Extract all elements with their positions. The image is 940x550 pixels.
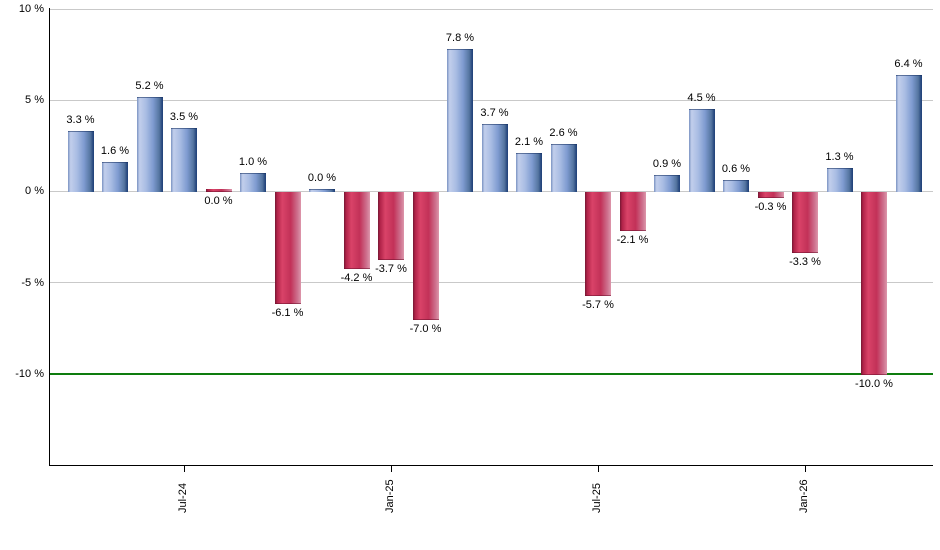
y-axis-line: [49, 8, 50, 465]
x-axis-tick-label: Jan-25: [384, 479, 396, 513]
bar[interactable]: [826, 167, 853, 193]
bar-value-label: 0.9 %: [652, 157, 682, 170]
bar-value-label: 1.3 %: [825, 150, 854, 163]
x-axis-tick: [805, 466, 806, 472]
bar-value-label: 0.0 %: [204, 195, 233, 208]
bar[interactable]: [688, 109, 715, 193]
y-gridline: [49, 282, 933, 284]
bar[interactable]: [343, 192, 370, 269]
y-gridline: [49, 8, 933, 10]
bar-value-label: -7.0 %: [409, 323, 442, 336]
bar[interactable]: [792, 192, 818, 253]
bar-value-label: -2.1 %: [616, 233, 649, 246]
bar-value-label: -3.3 %: [789, 255, 821, 268]
bar-value-label: -0.3 %: [754, 200, 787, 213]
bar[interactable]: [102, 162, 128, 193]
bar-value-label: 0.6 %: [721, 163, 751, 176]
bar[interactable]: [447, 49, 473, 193]
bar[interactable]: [585, 192, 611, 297]
bar[interactable]: [274, 192, 301, 304]
bar-value-label: 7.8 %: [445, 32, 475, 45]
bar[interactable]: [619, 192, 646, 231]
bar-value-label: 0.0 %: [307, 172, 337, 185]
bar-value-label: 2.1 %: [514, 136, 544, 149]
bar-value-label: -10.0 %: [855, 377, 893, 390]
bar[interactable]: [757, 192, 784, 198]
y-axis-tick-label: 10 %: [18, 3, 44, 15]
x-axis-tick-label: Jul-25: [591, 483, 603, 513]
bar[interactable]: [309, 189, 335, 193]
x-axis-tick: [184, 466, 185, 472]
y-gridline: [49, 99, 933, 101]
x-axis-tick: [598, 466, 599, 472]
bar[interactable]: [205, 189, 232, 193]
y-axis-tick-label: -10 %: [15, 367, 44, 380]
bar-value-label: -5.7 %: [582, 299, 614, 312]
bar[interactable]: [378, 192, 404, 260]
bar-value-label: 2.6 %: [549, 126, 578, 139]
y-axis-tick-label: -5 %: [21, 276, 44, 289]
x-axis-tick: [391, 466, 392, 472]
bar[interactable]: [136, 96, 163, 193]
bar-value-label: 4.5 %: [687, 92, 716, 105]
bar[interactable]: [516, 153, 542, 193]
bar-value-label: -4.2 %: [340, 272, 373, 284]
bar-value-label: 3.7 %: [480, 106, 509, 119]
y-axis-tick-label: 0 %: [25, 185, 44, 198]
bar-value-label: 3.5 %: [169, 110, 199, 123]
x-axis-line: [49, 465, 933, 466]
bar-value-label: 5.2 %: [135, 79, 164, 92]
bar[interactable]: [412, 192, 439, 321]
bar[interactable]: [67, 131, 94, 193]
x-axis-tick-label: Jul-24: [177, 483, 189, 513]
bar[interactable]: [723, 180, 749, 193]
bar-value-label: 1.0 %: [238, 156, 268, 169]
bar-value-label: 1.6 %: [100, 145, 130, 158]
bar[interactable]: [171, 127, 197, 193]
bar-value-label: -3.7 %: [375, 262, 407, 275]
bar[interactable]: [895, 74, 922, 193]
bar[interactable]: [861, 192, 887, 375]
bar[interactable]: [654, 174, 680, 193]
bar[interactable]: [481, 123, 508, 193]
bar[interactable]: [240, 173, 266, 193]
bar-value-label: 3.3 %: [66, 114, 95, 127]
x-axis-tick-label: Jan-26: [798, 479, 810, 513]
bar-value-label: 6.4 %: [894, 57, 923, 70]
y-axis-tick-label: 5 %: [25, 94, 44, 107]
bar[interactable]: [550, 143, 577, 193]
threshold-line: [49, 372, 933, 375]
bar-value-label: -6.1 %: [271, 306, 304, 319]
